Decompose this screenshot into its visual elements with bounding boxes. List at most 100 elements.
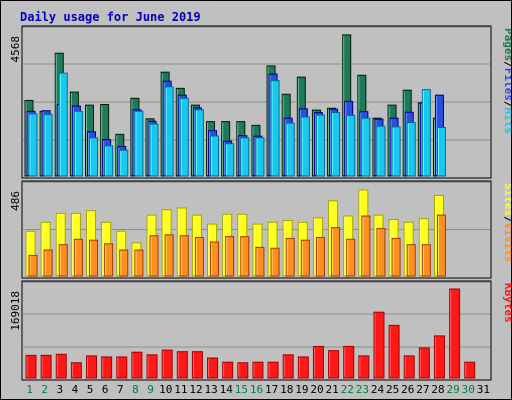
x-tick-label: 9: [147, 383, 154, 396]
legend-entry: Sites: [502, 183, 511, 216]
legend-entry: /: [502, 101, 511, 108]
kbytes-bar: [418, 347, 430, 379]
pages-bar: [58, 72, 68, 177]
pages-bar: [361, 117, 371, 177]
x-tick-label: 25: [386, 383, 399, 396]
pages-bar: [331, 112, 341, 177]
kbytes-bar: [297, 356, 309, 379]
pages-bar: [421, 89, 431, 177]
pages-bar: [89, 137, 99, 177]
pages-bar: [28, 113, 38, 177]
pages-bar: [119, 149, 129, 177]
pages-bar: [240, 137, 250, 177]
sites-bar: [376, 228, 386, 277]
x-tick-label: 29: [447, 383, 460, 396]
kbytes-bar: [55, 353, 67, 379]
sites-bar: [73, 238, 83, 277]
kbytes-bar: [358, 355, 370, 379]
pages-bar: [391, 126, 401, 177]
kbytes-bar: [282, 354, 294, 379]
pages-bar: [134, 110, 144, 177]
x-tick-label: 5: [87, 383, 94, 396]
sites-bar: [179, 235, 189, 277]
kbytes-bar: [191, 351, 203, 379]
kbytes-bar: [388, 324, 400, 379]
sites-bar: [104, 243, 114, 277]
sites-bar: [300, 239, 310, 277]
x-tick-label: 26: [401, 383, 414, 396]
x-tick-label: 19: [295, 383, 308, 396]
pages-bar: [179, 97, 189, 177]
kbytes-bar: [449, 288, 461, 379]
sites-bar: [119, 249, 129, 277]
sites-bar: [194, 237, 204, 277]
x-tick-label: 8: [132, 383, 139, 396]
sites-bar: [421, 244, 431, 277]
ymax-label: 4568: [9, 36, 22, 63]
pages-bar: [194, 109, 204, 177]
legend-entry: /: [502, 61, 511, 68]
sites-bar: [58, 244, 68, 277]
x-tick-label: 20: [310, 383, 323, 396]
x-tick-label: 24: [371, 383, 385, 396]
legend: KBytes: [502, 283, 511, 323]
x-tick-label: 10: [159, 383, 172, 396]
legend-entry: KBytes: [502, 283, 511, 323]
x-tick-label: 22: [341, 383, 354, 396]
x-tick-label: 11: [174, 383, 187, 396]
kbytes-bar: [146, 354, 158, 379]
x-tick-label: 27: [416, 383, 429, 396]
x-tick-label: 31: [477, 383, 490, 396]
x-tick-label: 13: [204, 383, 217, 396]
chart-title: Daily usage for June 2019: [20, 10, 201, 24]
kbytes-bar: [222, 361, 234, 379]
kbytes-bar: [312, 345, 324, 379]
pages-bar: [210, 135, 220, 177]
legend-entry: Files: [502, 68, 511, 101]
pages-bar: [149, 123, 159, 177]
pages-bar: [73, 110, 83, 177]
sites-bar: [391, 237, 401, 277]
sites-bar: [406, 244, 416, 277]
kbytes-bar: [433, 335, 445, 379]
pages-bar: [436, 127, 446, 177]
x-tick-label: 14: [220, 383, 234, 396]
kbytes-bar: [131, 351, 143, 379]
kbytes-bar: [343, 345, 355, 379]
x-tick-label: 2: [41, 383, 48, 396]
legend: Sites/Visits: [502, 183, 511, 263]
pages-bar: [300, 116, 310, 177]
kbytes-bar: [176, 351, 188, 379]
pages-bar: [285, 122, 295, 177]
sites-bar: [331, 227, 341, 277]
sites-bar: [89, 239, 99, 277]
x-tick-label: 18: [280, 383, 293, 396]
kbytes-bar: [267, 361, 279, 379]
pages-bar: [406, 122, 416, 177]
legend-entry: /: [502, 216, 511, 223]
sites-bar: [225, 236, 235, 277]
sites-bar: [149, 235, 159, 277]
pages-bar: [376, 125, 386, 177]
sites-bar: [28, 254, 38, 277]
kbytes-bar: [373, 311, 385, 379]
sites-bar: [436, 214, 446, 277]
x-tick-label: 3: [57, 383, 64, 396]
kbytes-bar: [403, 355, 415, 379]
kbytes-bar: [116, 356, 128, 379]
x-tick-label: 30: [462, 383, 475, 396]
x-tick-label: 6: [102, 383, 109, 396]
x-tick-label: 23: [356, 383, 369, 396]
x-tick-label: 4: [72, 383, 79, 396]
pages-bar: [315, 114, 325, 177]
pages-bar: [255, 137, 265, 177]
sites-bar: [270, 247, 280, 277]
x-tick-label: 28: [431, 383, 444, 396]
x-tick-label: 12: [189, 383, 202, 396]
x-tick-label: 7: [117, 383, 124, 396]
kbytes-bar: [25, 354, 37, 379]
legend: Pages/Files/Hits: [502, 28, 511, 134]
kbytes-bar: [328, 350, 340, 379]
